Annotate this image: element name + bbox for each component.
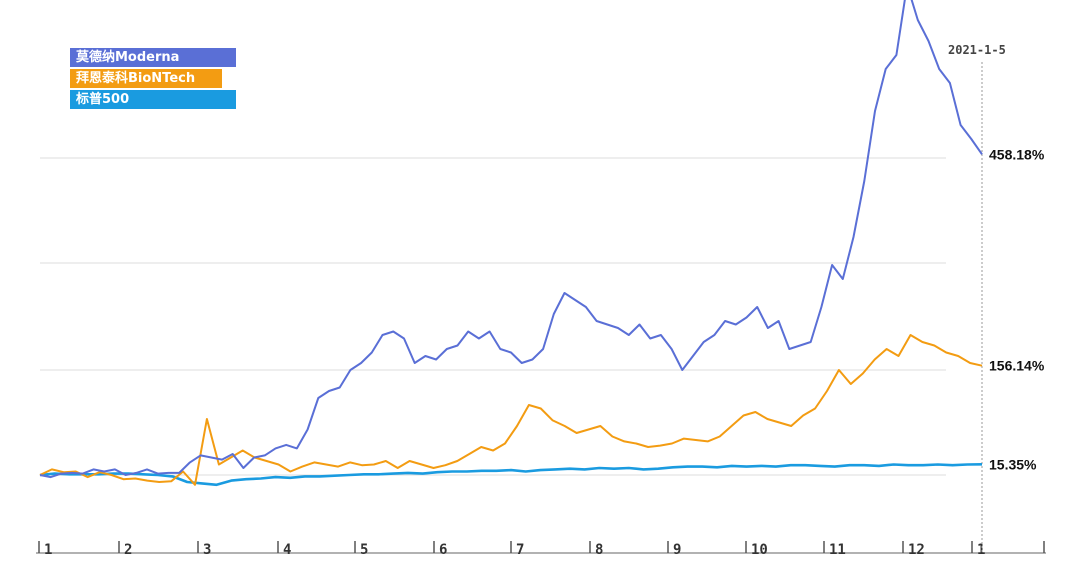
series-layer	[39, 0, 983, 487]
x-tick-label: 5	[360, 542, 368, 558]
gridlines	[40, 157, 946, 476]
x-tick-label: 6	[439, 542, 447, 558]
legend-item-biontech: 拜恩泰科BioNTech	[70, 69, 222, 88]
series-line-1	[39, 334, 983, 486]
legend-item-sp500: 标普500	[70, 90, 236, 109]
x-tick-label: 3	[203, 542, 211, 558]
date-marker-label: 2021-1-5	[948, 43, 1006, 57]
end-labels: 15.35% 156.14% 458.18%	[989, 146, 1045, 472]
end-label-0: 458.18%	[989, 146, 1045, 162]
end-label-2: 15.35%	[989, 456, 1037, 472]
x-axis: 1 2 3 4 5 6 7 8 9 10 11 12 1	[36, 541, 1046, 558]
legend: 莫德纳Moderna 拜恩泰科BioNTech 标普500	[70, 48, 236, 111]
x-tick-label: 1	[44, 542, 52, 558]
end-label-1: 156.14%	[989, 358, 1045, 374]
x-tick-label: 11	[829, 542, 846, 558]
series-line-0	[39, 0, 983, 479]
x-tick-label: 7	[516, 542, 524, 558]
series-line-2	[39, 463, 983, 487]
x-tick-label: 8	[595, 542, 603, 558]
x-tick-label: 10	[751, 542, 768, 558]
x-tick-label: 2	[124, 542, 132, 558]
legend-item-moderna: 莫德纳Moderna	[70, 48, 236, 67]
x-tick-label: 9	[673, 542, 681, 558]
x-tick-label: 1	[977, 542, 985, 558]
x-tick-label: 4	[283, 542, 291, 558]
x-tick-label: 12	[908, 542, 925, 558]
